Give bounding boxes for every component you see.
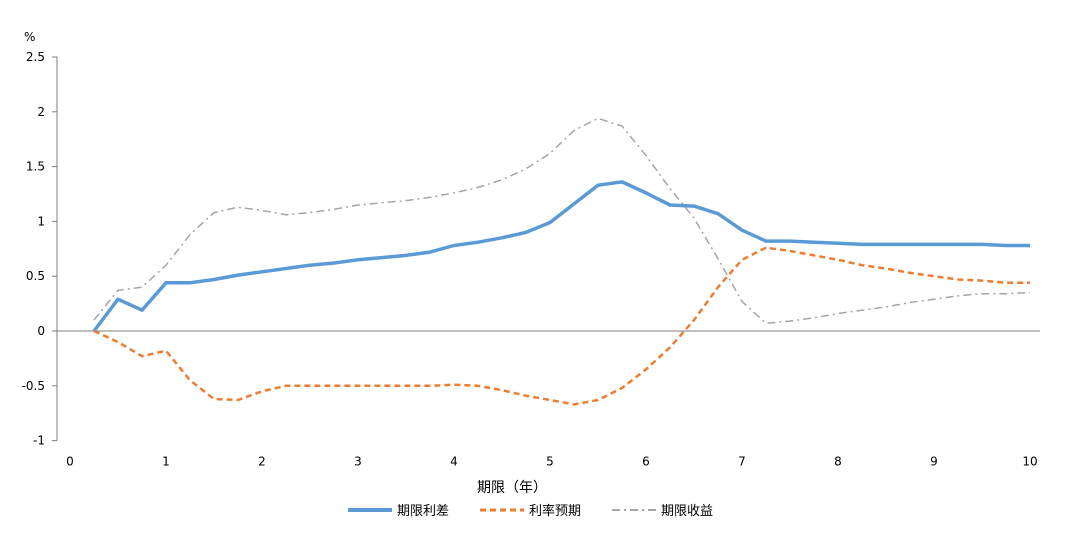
y-tick-label: 1 bbox=[37, 214, 45, 228]
x-tick-label: 2 bbox=[258, 455, 266, 469]
legend-label-1: 期限利差 bbox=[397, 504, 449, 519]
x-tick-label: 1 bbox=[162, 455, 170, 469]
x-tick-label: 7 bbox=[738, 455, 746, 469]
y-tick-label: -1 bbox=[33, 434, 45, 448]
x-tick-label: 9 bbox=[930, 455, 938, 469]
axes: -1 -0.5 0 0.5 1 1.5 2 2.5 0 1 2 3 4 5 6 7 8 9 10 bbox=[22, 50, 1040, 469]
x-tick-label: 4 bbox=[450, 455, 458, 469]
x-axis-label: 期限（年） bbox=[477, 480, 547, 496]
x-tick-label: 6 bbox=[642, 455, 650, 469]
series-line-1 bbox=[92, 180, 1030, 333]
legend-label-2: 利率预期 bbox=[529, 503, 581, 519]
y-tick-label: 1.5 bbox=[26, 160, 45, 174]
x-tick-label: 0 bbox=[66, 455, 74, 469]
series-line-3 bbox=[93, 117, 1031, 325]
series-line-2 bbox=[93, 246, 1030, 406]
legend-label-3: 期限收益 bbox=[661, 504, 713, 519]
x-tick-label: 8 bbox=[834, 455, 842, 469]
x-tick-label: 5 bbox=[546, 455, 554, 469]
y-tick-label: -0.5 bbox=[22, 379, 45, 393]
y-tick-label: 2.5 bbox=[26, 50, 45, 64]
y-tick-label: 0 bbox=[37, 324, 45, 338]
series-layer bbox=[92, 117, 1031, 406]
x-tick-label: 3 bbox=[354, 455, 362, 469]
x-tick-label: 10 bbox=[1022, 455, 1037, 469]
y-axis-unit: % bbox=[24, 30, 35, 44]
legend: 期限利差 利率预期 期限收益 bbox=[348, 503, 713, 519]
y-tick-label: 0.5 bbox=[26, 269, 45, 283]
y-tick-label: 2 bbox=[37, 105, 45, 119]
